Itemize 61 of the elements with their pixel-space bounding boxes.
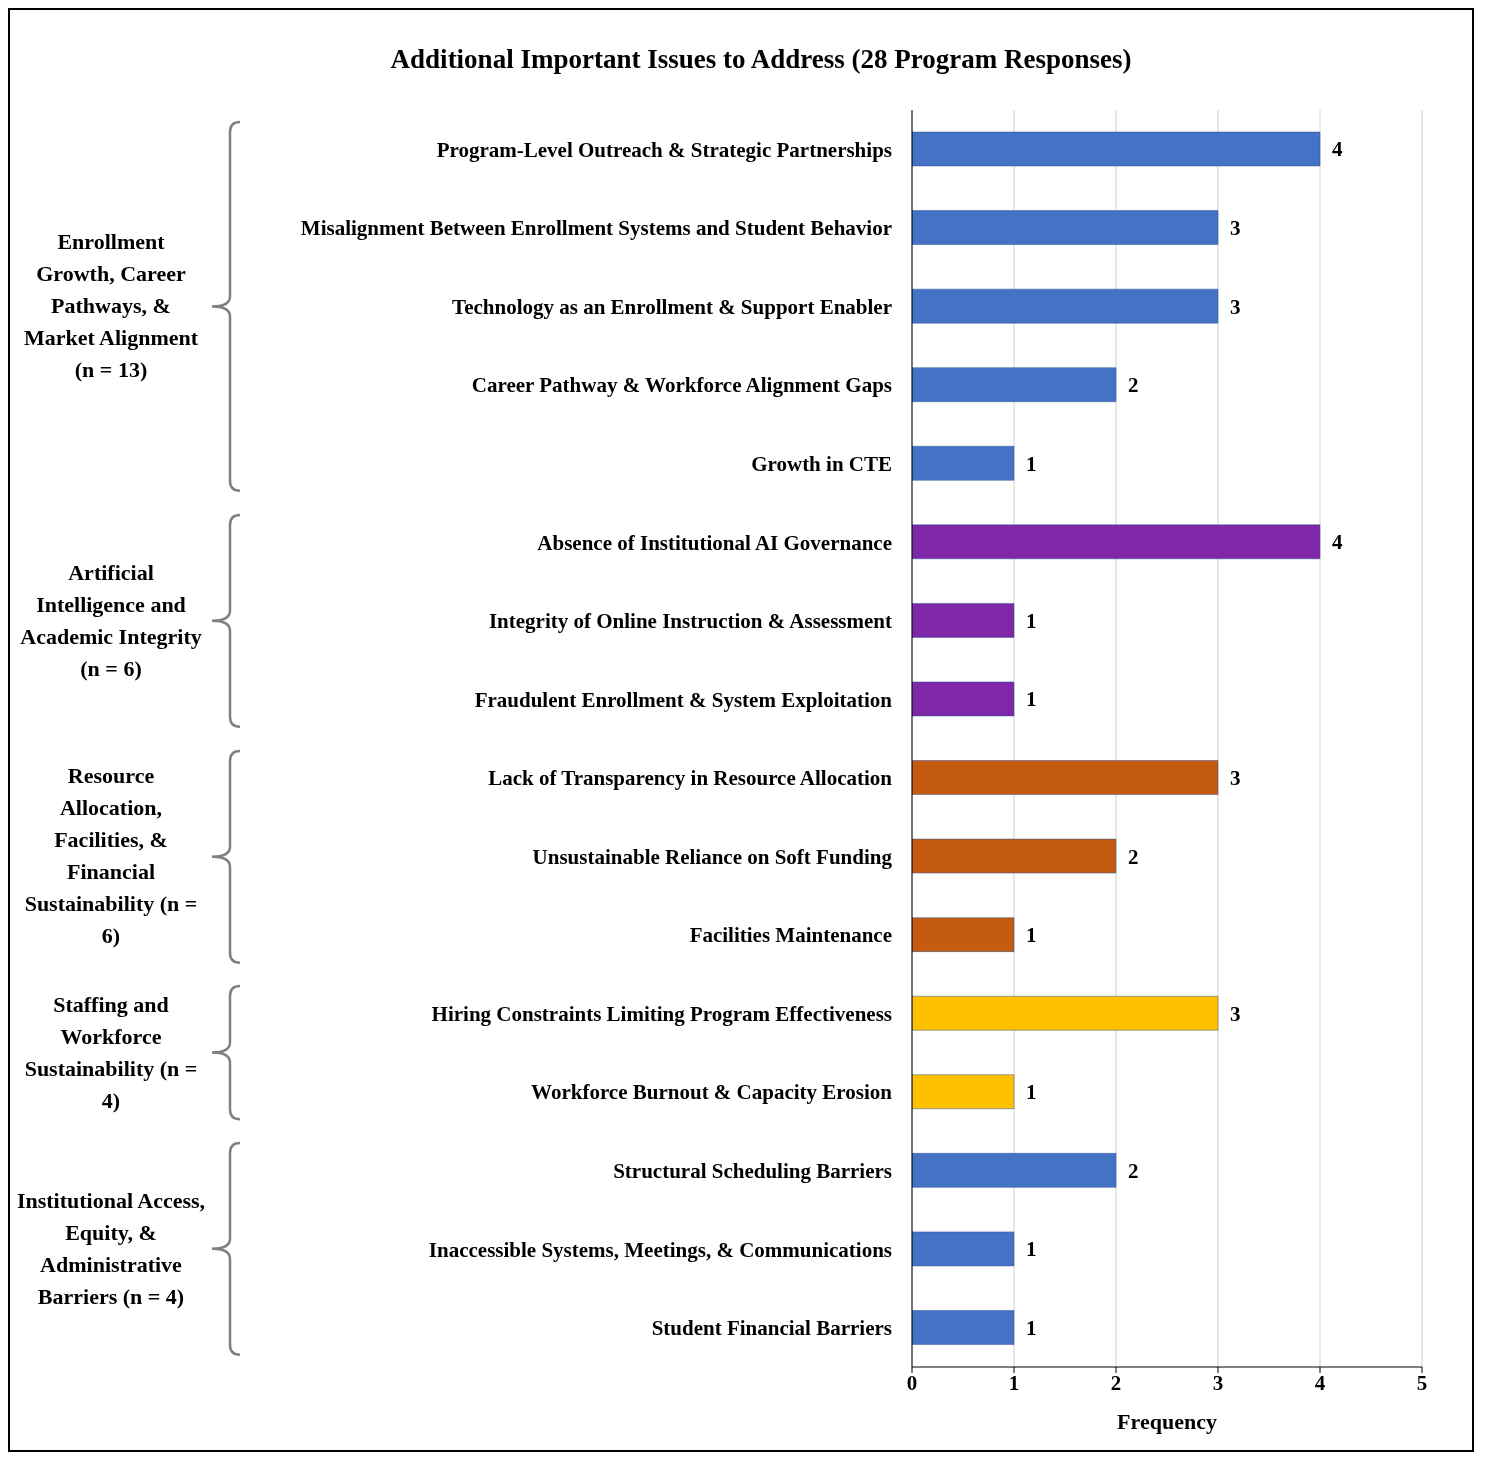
data-label: 2 — [1128, 373, 1139, 398]
x-tick-label: 5 — [1416, 1370, 1428, 1395]
bar — [912, 1310, 1015, 1345]
bar — [912, 288, 1219, 324]
bar — [912, 367, 1117, 402]
y-tick-label: Growth in CTE — [751, 451, 892, 476]
y-tick-label: Lack of Transparency in Resource Allocation — [488, 766, 893, 791]
bar — [912, 681, 1015, 717]
data-label: 1 — [1026, 1315, 1037, 1340]
data-label: 3 — [1230, 765, 1241, 790]
bar — [912, 838, 1117, 874]
bar — [912, 760, 1219, 795]
x-tick-label: 4 — [1314, 1370, 1326, 1395]
bar — [912, 995, 1219, 1031]
bar — [912, 1231, 1015, 1267]
x-tick-label: 2 — [1110, 1370, 1122, 1395]
x-tick-label: 3 — [1212, 1370, 1224, 1395]
y-tick-label: Integrity of Online Instruction & Assessment — [488, 609, 892, 634]
y-tick-label: Facilities Maintenance — [689, 923, 892, 948]
data-label: 3 — [1230, 216, 1241, 241]
y-tick-label: Technology as an Enrollment & Support Enabler — [452, 294, 892, 319]
data-label: 1 — [1026, 1080, 1037, 1105]
y-tick-label: Misalignment Between Enrollment Systems and Student Behavior — [300, 216, 892, 241]
data-label: 4 — [1332, 137, 1343, 162]
data-label: 4 — [1332, 530, 1343, 555]
data-label: 3 — [1230, 294, 1241, 319]
y-tick-label: Career Pathway & Workforce Alignment Gaps — [471, 373, 892, 398]
text: Institutional Access, Equity, & Administrative Barriers (n = 4) — [16, 1187, 206, 1312]
data-label: 1 — [1026, 923, 1037, 948]
data-label: 2 — [1128, 1158, 1139, 1183]
data-label: 1 — [1026, 608, 1037, 633]
chart-title: Additional Important Issues to Address (28 Program Responses) — [389, 44, 1133, 75]
data-label: 1 — [1026, 451, 1037, 476]
data-label: 3 — [1230, 1001, 1241, 1026]
text: Enrollment Growth, Career Pathways, & Market Alignment (n = 13) — [22, 228, 200, 385]
data-label: 2 — [1128, 844, 1139, 869]
bar — [912, 210, 1219, 245]
data-label: 1 — [1026, 687, 1037, 712]
data-label: 1 — [1026, 1237, 1037, 1262]
bar — [912, 524, 1321, 560]
y-tick-label: Inaccessible Systems, Meetings, & Communications — [428, 1237, 892, 1262]
y-tick-label: Program-Level Outreach & Strategic Partnerships — [436, 137, 892, 162]
y-tick-label: Fraudulent Enrollment & System Exploitation — [474, 687, 893, 712]
bar — [912, 917, 1015, 952]
x-tick-label: 1 — [1008, 1370, 1020, 1395]
y-tick-label: Structural Scheduling Barriers — [613, 1159, 892, 1184]
text: Resource Allocation, Facilities, & Financial Sustainability (n = 6) — [23, 762, 199, 951]
y-tick-label: Workforce Burnout & Capacity Erosion — [531, 1080, 893, 1105]
bar — [912, 131, 1321, 167]
bar — [912, 1074, 1015, 1109]
bar — [912, 446, 1015, 481]
x-tick-label: 0 — [906, 1370, 918, 1395]
y-tick-label: Hiring Constraints Limiting Program Effectiveness — [431, 1001, 892, 1026]
text: Staffing and Workforce Sustainability (n = 4) — [23, 990, 199, 1115]
text: Artificial Intelligence and Academic Integrity (n = 6) — [19, 558, 203, 683]
y-tick-label: Student Financial Barriers — [651, 1316, 892, 1341]
y-tick-label: Absence of Institutional AI Governance — [537, 530, 892, 555]
y-tick-label: Unsustainable Reliance on Soft Funding — [532, 844, 893, 869]
bar — [912, 603, 1015, 638]
bar — [912, 1153, 1117, 1188]
x-axis-title: Frequency — [1117, 1409, 1217, 1434]
